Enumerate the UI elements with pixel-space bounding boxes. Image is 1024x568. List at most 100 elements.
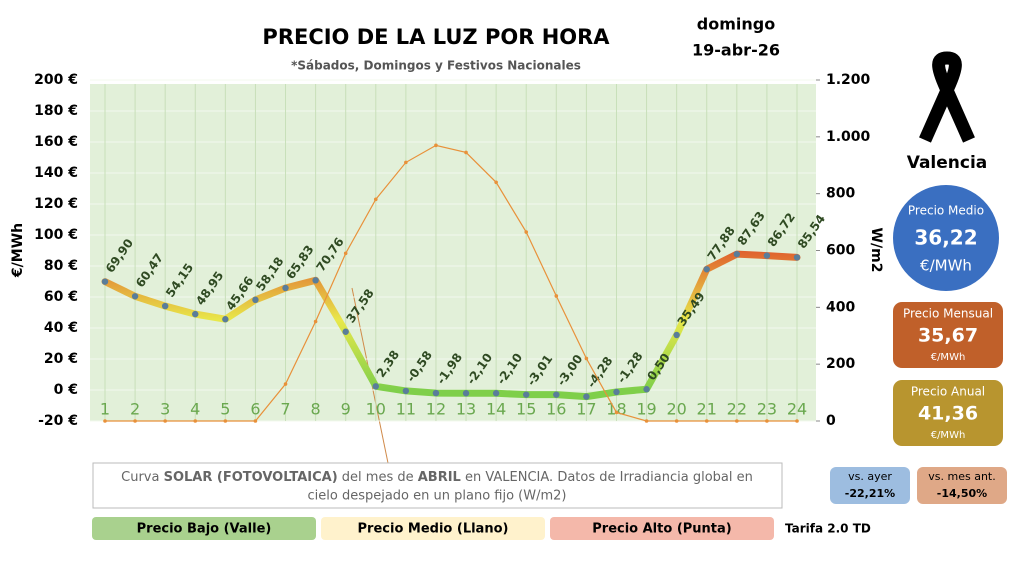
note-text: del mes de	[338, 470, 418, 485]
price-point	[252, 296, 259, 304]
comparison-box	[830, 467, 910, 504]
y-tick-label: 20 €	[44, 351, 78, 367]
note-text: en VALENCIA. Datos de Irradiancia global…	[461, 470, 753, 485]
y-axis-label: €/MWh	[10, 223, 26, 278]
solar-point	[404, 160, 408, 165]
solar-point	[283, 382, 288, 386]
stat-unit: €/MWh	[931, 430, 966, 441]
x-tick-label: 21	[697, 400, 717, 419]
legend-label: Precio Alto (Punta)	[592, 522, 731, 537]
stat-unit: €/MWh	[920, 257, 972, 275]
note-text: SOLAR (FOTOVOLTAICA)	[164, 470, 338, 485]
price-point	[462, 390, 470, 397]
y-tick-label: 40 €	[44, 320, 78, 336]
x-tick-label: 3	[160, 400, 170, 419]
x-tick-label: 2	[130, 400, 140, 419]
x-tick-label: 5	[220, 400, 230, 419]
note: Curva SOLAR (FOTOVOLTAICA) del mes de AB…	[121, 470, 753, 485]
stat-badge	[893, 185, 999, 291]
x-tick-label: 24	[787, 400, 807, 419]
x-tick-label: 10	[366, 400, 386, 419]
x-tick-label: 15	[516, 400, 536, 419]
stat-label: Precio Anual	[911, 385, 985, 399]
x-tick-label: 18	[606, 400, 626, 419]
stat-box	[893, 302, 1003, 368]
price-point	[402, 387, 410, 395]
y2-tick-label: 1.000	[826, 129, 871, 145]
comparison-label: vs. ayer	[848, 470, 892, 483]
y-tick-label: 160 €	[34, 134, 78, 150]
y-tick-label: 80 €	[44, 258, 78, 274]
weekday: domingo	[697, 15, 775, 34]
solar-point	[343, 251, 348, 256]
y-tick-label: 140 €	[34, 165, 78, 181]
comparison-value: -14,50%	[937, 487, 987, 500]
solar-point	[253, 419, 258, 423]
solar-point	[524, 230, 529, 234]
legend-label: Precio Bajo (Valle)	[137, 522, 272, 537]
price-point	[673, 331, 680, 339]
subtitle: *Sábados, Domingos y Festivos Nacionales	[291, 59, 581, 73]
solar-point	[103, 419, 107, 423]
price-point	[643, 386, 650, 393]
solar-point	[614, 410, 619, 415]
stat-value: 41,36	[918, 403, 978, 425]
price-point	[101, 278, 109, 285]
date: 19-abr-26	[692, 41, 780, 60]
price-point	[432, 389, 440, 397]
plot-area	[90, 84, 816, 421]
solar-point	[163, 419, 167, 423]
note-text: ABRIL	[418, 470, 461, 485]
x-tick-label: 13	[456, 400, 476, 419]
solar-point	[704, 419, 709, 423]
y-tick-label: -20 €	[38, 413, 78, 429]
price-point	[161, 302, 169, 310]
solar-point	[765, 419, 769, 423]
ribbon-icon	[919, 51, 975, 143]
x-tick-label: 8	[311, 400, 321, 419]
x-tick-label: 12	[426, 400, 446, 419]
y-tick-label: 100 €	[34, 227, 78, 243]
x-tick-label: 1	[100, 400, 110, 419]
solar-point	[434, 143, 438, 148]
city: Valencia	[907, 153, 988, 173]
stat-box	[893, 380, 1003, 446]
comparison-box	[917, 467, 1007, 504]
x-tick-label: 19	[636, 400, 656, 419]
tariff: Tarifa 2.0 TD	[785, 522, 871, 536]
price-point	[583, 393, 590, 400]
y-tick-label: 120 €	[34, 196, 78, 212]
y-tick-label: 0 €	[54, 382, 78, 398]
y2-axis-label: W/m2	[868, 228, 884, 273]
price-point	[613, 388, 620, 396]
legend-swatch	[550, 517, 774, 540]
solar-point	[494, 180, 498, 185]
x-tick-label: 17	[576, 400, 596, 419]
price-line	[101, 250, 801, 401]
x-tick-label: 16	[546, 400, 566, 419]
price-point	[131, 293, 139, 300]
legend-swatch	[92, 517, 316, 540]
y-tick-label: 180 €	[34, 103, 78, 119]
comparison-label: vs. mes ant.	[928, 470, 995, 483]
solar-point	[795, 419, 799, 423]
solar-point	[735, 419, 739, 423]
stat-value: 35,67	[918, 325, 978, 347]
price-point	[192, 310, 199, 318]
price-point	[733, 250, 741, 258]
stat-value: 36,22	[914, 226, 977, 250]
solar-point	[464, 150, 468, 155]
x-tick-label: 11	[396, 400, 416, 419]
solar-point	[644, 419, 649, 423]
y2-tick-label: 800	[826, 186, 855, 202]
x-tick-label: 7	[280, 400, 290, 419]
legend-label: Precio Medio (Llano)	[358, 522, 509, 537]
note-text: Curva	[121, 470, 163, 485]
y-tick-label: 200 €	[34, 72, 78, 88]
x-tick-label: 6	[250, 400, 260, 419]
stat-label: Precio Mensual	[903, 307, 993, 321]
note: cielo despejado en un plano fijo (W/m2)	[308, 489, 567, 504]
price-point	[342, 328, 349, 335]
x-tick-label: 20	[666, 400, 686, 419]
